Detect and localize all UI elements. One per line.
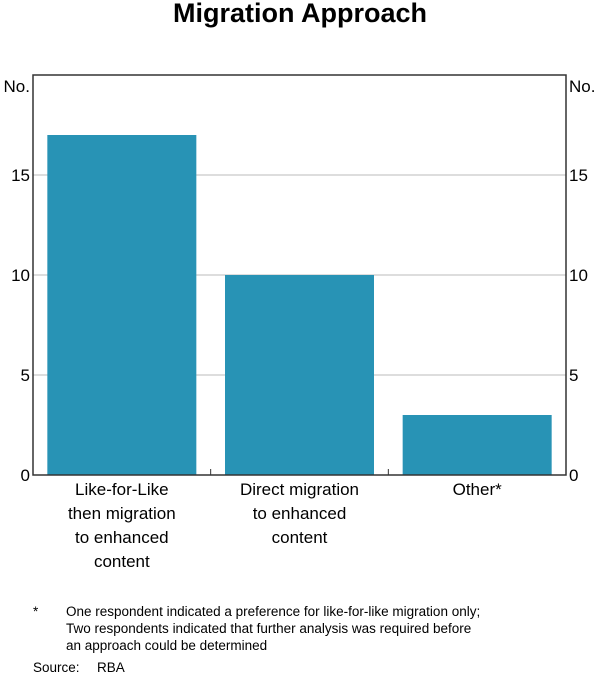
footnote-line: Two respondents indicated that further a… [66,621,472,636]
chart-title: Migration Approach [173,0,427,28]
footnote-line: One respondent indicated a preference fo… [66,604,481,619]
source-label: Source: [33,660,80,675]
x-category-label: Direct migration [240,480,359,499]
bar [402,415,552,475]
y-axis-label-right: No. [569,77,595,96]
footnote-text: One respondent indicated a preference fo… [66,603,480,654]
y-tick-label-left: 15 [11,166,30,185]
x-category-label: Like-for-Like [75,480,169,499]
bar [47,135,197,475]
x-category-label: then migration [68,504,176,523]
footnote-line: an approach could be determined [66,638,268,653]
x-category-label: content [272,528,328,547]
x-category-label: content [94,552,150,571]
y-tick-label-right: 5 [569,366,578,385]
y-tick-label-left: 5 [21,366,30,385]
x-category-label: to enhanced [75,528,169,547]
x-category-label: to enhanced [253,504,347,523]
y-tick-label-left: 10 [11,266,30,285]
x-category-label: Other* [453,480,503,499]
plot-frame [32,74,567,476]
y-tick-label-right: 10 [569,266,588,285]
footnote-marker: * [33,604,39,619]
source-value: RBA [97,660,125,675]
y-axis-label-left: No. [4,77,30,96]
y-tick-label-left: 0 [21,466,30,485]
y-tick-label-right: 15 [569,166,588,185]
bar [225,275,374,475]
y-tick-label-right: 0 [569,466,578,485]
